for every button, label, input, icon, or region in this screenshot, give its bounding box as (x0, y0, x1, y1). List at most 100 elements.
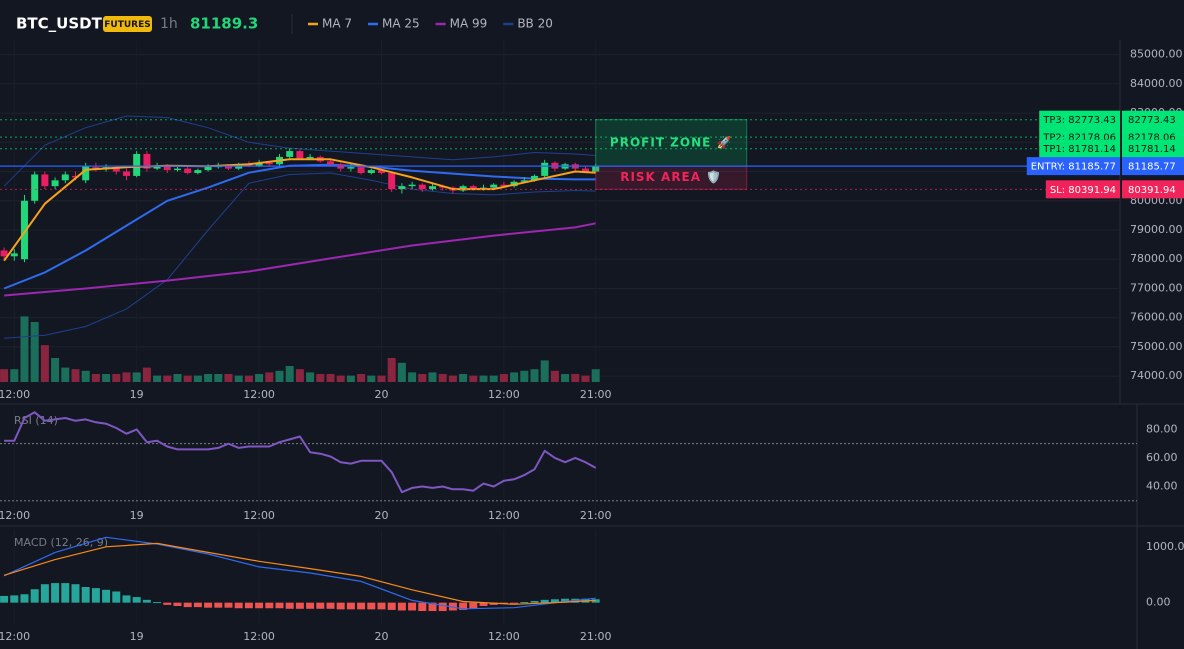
x-tick-label: 12:00 (488, 509, 520, 522)
macd-hist-bar (193, 602, 202, 608)
candle-body (204, 167, 212, 171)
volume-bar (591, 369, 600, 382)
macd-hist-bar (418, 602, 427, 612)
macd-hist-bar (550, 599, 559, 603)
level-price: 81781.14 (1128, 144, 1176, 155)
candle-body (377, 170, 385, 173)
candle-body (388, 173, 396, 190)
y-tick-label: 79000.00 (1130, 223, 1183, 236)
ma-line (4, 222, 596, 297)
volume-bar (91, 374, 100, 382)
x-tick-label: 12:00 (488, 388, 520, 401)
x-tick-label: 12:00 (0, 509, 30, 522)
level-label: TP3: 82773.43 (1042, 115, 1116, 126)
ma-line (3, 163, 596, 290)
x-tick-label: 21:00 (580, 630, 612, 643)
volume-bar (193, 375, 202, 382)
macd-hist-bar (285, 602, 294, 609)
x-tick-label: 20 (374, 630, 388, 643)
macd-hist-bar (336, 602, 345, 610)
candle-body (194, 170, 202, 173)
candle-body (265, 162, 273, 165)
macd-hist-bar (306, 602, 315, 609)
volume-bar (112, 374, 121, 382)
volume-bar (571, 374, 580, 382)
volume-bar (204, 374, 213, 382)
volume-bar (224, 374, 233, 382)
x-tick-label: 19 (130, 388, 144, 401)
macd-hist-bar (10, 595, 19, 603)
volume-bar (122, 372, 131, 382)
x-tick-label: 12:00 (488, 630, 520, 643)
candle-body (286, 151, 294, 157)
macd-hist-bar (214, 602, 223, 608)
y-tick-label: 1000.00 (1146, 540, 1184, 553)
pane-title: MACD (12, 26, 9) (14, 536, 108, 549)
candle-body (428, 186, 436, 190)
candle-body (398, 186, 406, 190)
candle-body (490, 184, 498, 188)
legend-label: MA 99 (450, 17, 488, 31)
volume-bar (51, 358, 60, 382)
volume-bar (408, 372, 417, 382)
profit-zone-label: PROFIT ZONE 🚀 (610, 135, 733, 149)
volume-bar (581, 375, 590, 382)
volume-bar (377, 375, 386, 382)
y-tick-label: 75000.00 (1130, 340, 1183, 353)
volume-bar (489, 375, 498, 382)
candle-body (10, 253, 18, 257)
candle-body (0, 250, 8, 257)
macd-hist-bar (20, 594, 29, 603)
candle-body (520, 180, 528, 182)
level-label: SL: 80391.94 (1050, 185, 1116, 196)
macd-hist-bar (142, 599, 151, 603)
x-tick-label: 19 (130, 509, 144, 522)
rsi-line (4, 411, 597, 494)
macd-hist-bar (387, 602, 396, 610)
level-label: ENTRY: 81185.77 (1031, 162, 1116, 173)
macd-line (3, 542, 596, 605)
candle-body (41, 174, 49, 187)
volume-bar (81, 370, 90, 382)
macd-hist-bar (367, 602, 376, 610)
volume-bar (183, 375, 192, 382)
legend-label: MA 7 (322, 17, 352, 31)
macd-hist-bar (91, 588, 100, 603)
y-tick-label: 40.00 (1146, 479, 1178, 492)
bb-upper (3, 115, 596, 187)
volume-bar (234, 375, 243, 382)
macd-line (3, 536, 596, 610)
candle-body (143, 154, 151, 169)
candle-body (61, 174, 69, 181)
volume-bar (357, 374, 366, 382)
volume-bar (244, 375, 253, 382)
x-tick-label: 20 (374, 388, 388, 401)
macd-hist-bar (0, 595, 9, 603)
volume-bar (30, 322, 39, 382)
level-price-bg (1122, 139, 1184, 158)
macd-hist-bar (61, 583, 70, 603)
level-price: 81185.77 (1128, 162, 1176, 173)
candle-body (582, 168, 590, 172)
candle-body (122, 171, 130, 176)
macd-hist-bar (30, 589, 39, 603)
volume-bar (316, 374, 325, 382)
x-tick-label: 20 (374, 509, 388, 522)
legend-label: BB 20 (517, 17, 553, 31)
x-tick-label: 12:00 (243, 630, 275, 643)
y-tick-label: 85000.00 (1130, 48, 1183, 61)
level-label-bg (1045, 180, 1120, 199)
macd-hist-bar (71, 584, 80, 603)
volume-bar (163, 375, 172, 382)
volume-bar (40, 345, 49, 382)
macd-hist-bar (275, 602, 284, 609)
profit-zone (595, 119, 748, 167)
x-tick-label: 21:00 (580, 509, 612, 522)
candle-body (153, 165, 161, 169)
volume-bar (0, 369, 9, 382)
y-tick-label: 76000.00 (1130, 311, 1183, 324)
macd-hist-bar (224, 602, 233, 608)
candle-body (173, 168, 181, 171)
